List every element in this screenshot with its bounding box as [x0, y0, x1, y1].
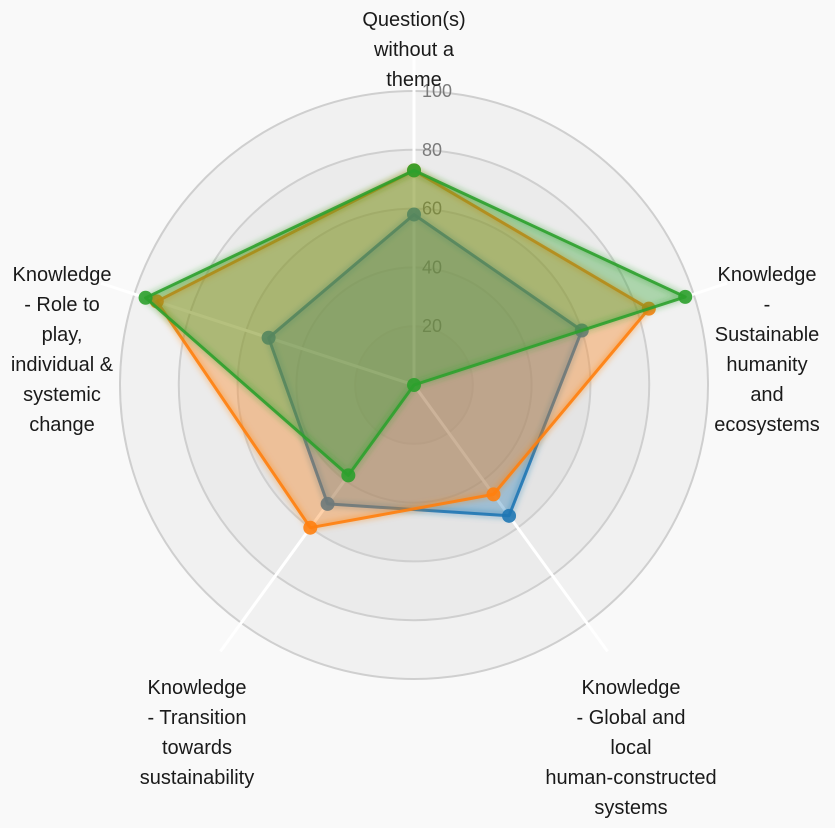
- tick-label-20: 20: [422, 316, 442, 336]
- tick-label-40: 40: [422, 257, 442, 277]
- series-0-point-2: [502, 508, 517, 523]
- axis-label-4-line-2: play,: [42, 324, 83, 346]
- series-2-point-4: [138, 290, 153, 305]
- series-0-area: [268, 214, 582, 516]
- series-2-point-1: [678, 289, 693, 304]
- tick-label-80: 80: [422, 140, 442, 160]
- axis-label-3: Knowledge - Transition towards sustainabili…: [140, 677, 255, 789]
- series-0-point-0: [407, 207, 421, 222]
- axis-label-4-line-3: individual &: [11, 354, 114, 376]
- series-2: [138, 163, 693, 483]
- axis-label-3-line-1: - Transition: [148, 707, 247, 729]
- axis-label-1-line-5: ecosystems: [714, 414, 820, 436]
- series-2-point-0: [407, 163, 421, 178]
- axis-labels: Question(s) without a theme Knowledge - Susta…: [11, 9, 820, 819]
- axis-label-1-line-3: humanity: [726, 354, 807, 376]
- axis-label-2-line-1: - Global and: [577, 707, 686, 729]
- axis-label-2-line-0: Knowledge: [582, 677, 681, 699]
- axis-label-1-line-0: Knowledge: [718, 264, 817, 286]
- axis-label-4-line-4: systemic: [23, 384, 101, 406]
- tick-label-100: 100: [422, 81, 452, 101]
- axis-label-4-line-5: change: [29, 414, 95, 436]
- axis-label-0-line-2: theme: [386, 69, 442, 91]
- axis-label-4-line-1: - Role to: [24, 294, 100, 316]
- axis-label-3-line-0: Knowledge: [148, 677, 247, 699]
- series-0-point-3: [320, 496, 335, 511]
- axis-label-2-line-2: local: [610, 737, 651, 759]
- series-2-point-3: [341, 468, 356, 483]
- radial-tick-labels: 20 40 60 80 100: [422, 81, 452, 336]
- axis-label-0-line-1: without a: [373, 39, 455, 61]
- axis-label-0: Question(s) without a theme: [362, 9, 465, 91]
- series-1-area: [156, 170, 649, 528]
- series-2-point-2: [407, 378, 421, 392]
- tick-label-60: 60: [422, 199, 442, 219]
- axis-label-1-line-4: and: [750, 384, 783, 406]
- series-1-point-3: [303, 520, 318, 535]
- series-1-line: [155, 168, 651, 530]
- radar-series: [138, 163, 693, 535]
- axis-label-1: Knowledge - Sustainable humanity and ecosyste…: [714, 264, 820, 436]
- series-0-point-4: [261, 330, 276, 345]
- series-2-area: [145, 170, 686, 476]
- axis-label-1-line-2: Sustainable: [715, 324, 820, 346]
- axis-label-0-line-0: Question(s): [362, 9, 465, 31]
- series-2-line: [144, 168, 687, 477]
- axis-label-4-line-0: Knowledge: [13, 264, 112, 286]
- axis-label-1-line-1: -: [764, 294, 771, 316]
- axis-label-3-line-2: towards: [162, 737, 232, 759]
- axis-label-4: Knowledge - Role to play, individual & syste…: [11, 264, 114, 436]
- series-1-point-2: [486, 487, 501, 502]
- axis-label-2: Knowledge - Global and local human-construc…: [545, 677, 716, 819]
- axis-label-3-line-3: sustainability: [140, 767, 255, 789]
- axis-label-2-line-3: human-constructed: [545, 767, 716, 789]
- axis-label-2-line-4: systems: [594, 797, 667, 819]
